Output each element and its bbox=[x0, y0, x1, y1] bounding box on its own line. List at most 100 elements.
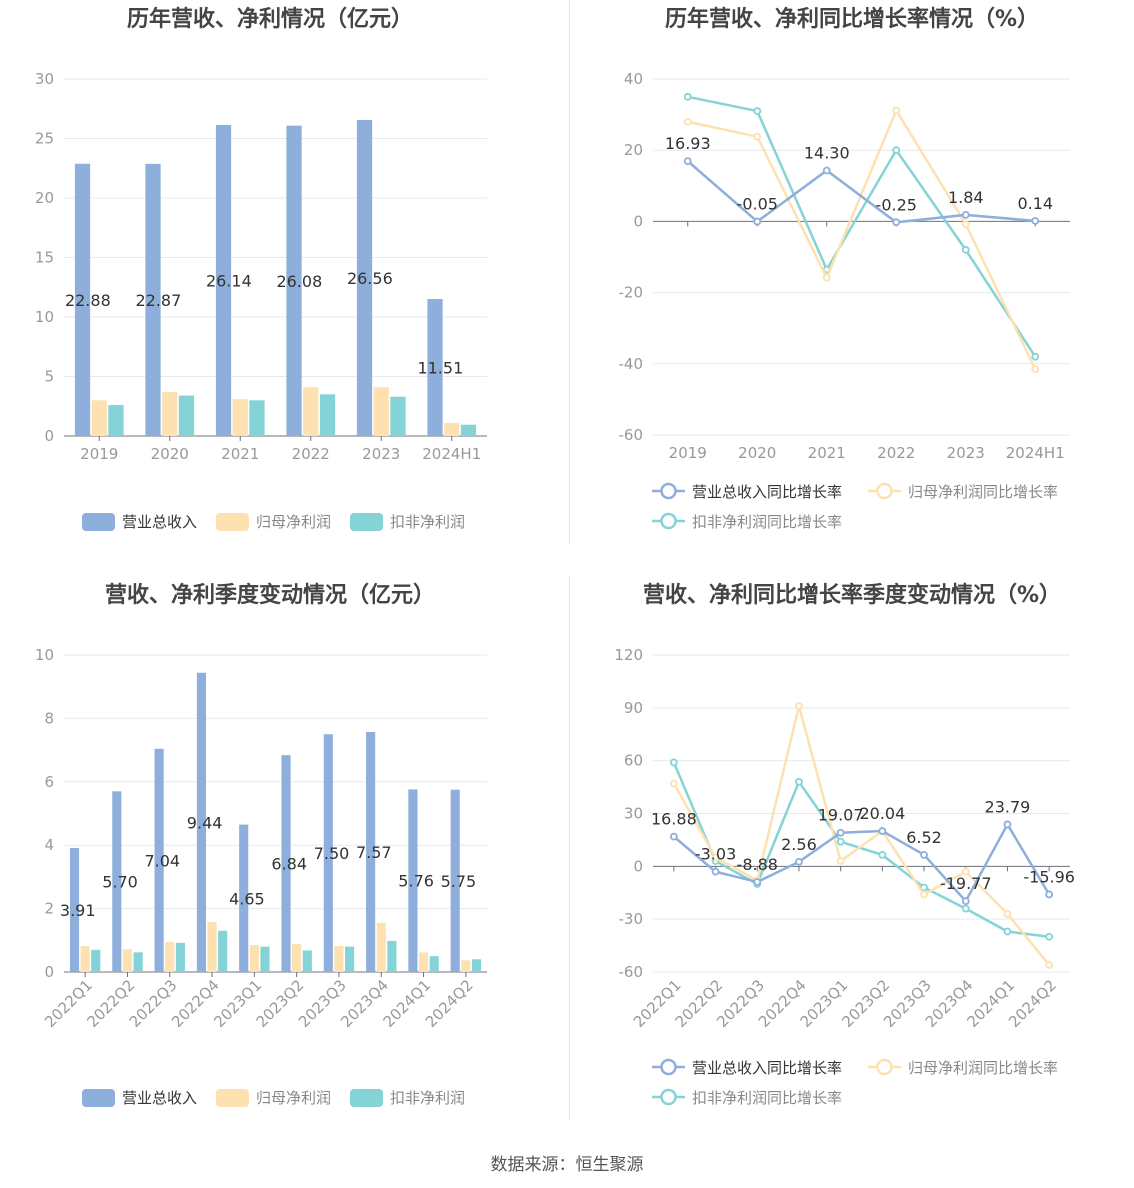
quarter-line-data-label: -19.77 bbox=[940, 874, 992, 893]
annual-bar-y-tick-label: 0 bbox=[44, 427, 54, 445]
annual-bar-y-tick-label: 25 bbox=[35, 130, 54, 148]
quarter-line-point-1 bbox=[669, 779, 678, 788]
vertical-divider-bottom bbox=[569, 575, 570, 1120]
quarter-line-point-1 bbox=[1045, 961, 1054, 969]
quarter-bar-legend-label: 归母净利润 bbox=[256, 1089, 331, 1107]
quarter-bar-bar-net-profit bbox=[292, 944, 302, 972]
annual-line-data-label: 1.84 bbox=[948, 188, 984, 207]
quarter-line-point-2 bbox=[1045, 932, 1054, 941]
quarter-line-y-tick-label: -60 bbox=[619, 963, 644, 981]
quarter-bar-legend-label: 营业总收入 bbox=[122, 1089, 197, 1107]
quarter-bar-bar-net-profit bbox=[334, 946, 344, 972]
annual-line-data-label: -0.25 bbox=[876, 195, 917, 214]
annual-bar-data-label: 26.14 bbox=[206, 271, 252, 290]
annual-bar-bar-net-profit bbox=[232, 399, 248, 436]
quarter-bar-bar-deducted-profit bbox=[345, 946, 355, 972]
quarter-line-point-0 bbox=[836, 828, 845, 837]
annual-line-point-0 bbox=[1031, 217, 1040, 225]
quarter-line-title: 营收、净利同比增长率季度变动情况（%） bbox=[643, 582, 1061, 608]
quarter-line-point-2 bbox=[669, 758, 678, 767]
quarter-line-point-1 bbox=[795, 702, 803, 710]
vertical-divider-top bbox=[569, 0, 570, 545]
quarter-line-point-2 bbox=[1003, 927, 1012, 936]
quarter-line-legend-label: 营业总收入同比增长率 bbox=[692, 1059, 842, 1077]
annual-bar-bar-net-profit bbox=[373, 387, 389, 436]
annual-line-point-1 bbox=[961, 220, 970, 229]
quarter-line-y-tick-label: 120 bbox=[614, 646, 643, 664]
annual-bar-y-tick-label: 20 bbox=[35, 189, 54, 207]
quarter-bar-y-tick-label: 4 bbox=[44, 836, 54, 854]
quarter-line-legend-marker bbox=[660, 1058, 677, 1076]
annual-bar-x-tick-label: 2021 bbox=[221, 445, 259, 463]
quarter-line-y-tick-label: 90 bbox=[624, 699, 643, 717]
annual-bar-bar-net-profit bbox=[303, 387, 319, 436]
quarter-line-legend-marker bbox=[876, 1058, 893, 1076]
quarter-line-point-2 bbox=[920, 883, 928, 892]
annual-line-data-label: 0.14 bbox=[1017, 194, 1053, 213]
quarter-line-data-label: 6.52 bbox=[906, 828, 942, 847]
quarter-line-point-1 bbox=[836, 857, 845, 865]
quarter-line-point-0 bbox=[669, 832, 678, 841]
quarter-bar-data-label: 3.91 bbox=[60, 901, 96, 920]
annual-bar-legend-label: 归母净利润 bbox=[256, 513, 331, 531]
annual-bar-x-tick-label: 2023 bbox=[362, 445, 400, 463]
annual-line-x-tick-label: 2023 bbox=[947, 444, 985, 462]
quarter-bar-bar-revenue bbox=[196, 672, 206, 972]
quarter-bar-data-label: 7.57 bbox=[356, 843, 392, 862]
quarter-bar-data-label: 6.84 bbox=[271, 855, 307, 874]
quarter-bar-bar-deducted-profit bbox=[260, 946, 270, 972]
quarter-bar-legend-label: 扣非净利润 bbox=[390, 1089, 465, 1107]
annual-line-point-1 bbox=[753, 132, 762, 141]
annual-bar-bar-net-profit bbox=[444, 422, 460, 436]
quarter-line-point-2 bbox=[836, 837, 845, 846]
quarter-line-series-line-0 bbox=[673, 821, 1051, 904]
quarter-bar-bar-net-profit bbox=[122, 949, 133, 972]
quarter-line-point-0 bbox=[795, 857, 803, 866]
quarter-bar-bar-net-profit bbox=[249, 945, 259, 972]
quarter-bar-bar-net-profit bbox=[207, 921, 217, 972]
annual-bar-legend-swatch bbox=[350, 513, 383, 531]
annual-line-legend-marker bbox=[876, 482, 893, 500]
quarter-bar-legend-swatch bbox=[350, 1089, 383, 1107]
annual-line-y-tick-label: 40 bbox=[624, 70, 643, 88]
annual-line-point-0 bbox=[892, 218, 901, 227]
annual-line-legend-label: 扣非净利润同比增长率 bbox=[692, 513, 842, 531]
annual-bar-legend-label: 扣非净利润 bbox=[390, 513, 465, 531]
annual-bar-bar-deducted-profit bbox=[390, 396, 406, 436]
quarter-bar-data-label: 4.65 bbox=[229, 889, 265, 908]
annual-bar-bar-deducted-profit bbox=[319, 394, 336, 436]
quarter-bar-data-label: 5.70 bbox=[102, 873, 138, 892]
quarter-bar-bar-revenue bbox=[281, 755, 291, 972]
annual-line-series-line-1 bbox=[687, 107, 1037, 370]
quarter-line-y-tick-label: 60 bbox=[624, 752, 643, 770]
quarter-line-point-1 bbox=[961, 867, 970, 876]
quarter-line-point-0 bbox=[920, 850, 928, 859]
annual-bar-y-tick-label: 30 bbox=[35, 70, 54, 88]
quarter-bar-bar-revenue bbox=[408, 789, 418, 972]
quarter-line-data-label: 2.56 bbox=[781, 835, 817, 854]
annual-line-legend-marker bbox=[660, 512, 677, 530]
quarter-line-point-0 bbox=[961, 897, 970, 906]
quarter-bar-legend-swatch bbox=[216, 1089, 249, 1107]
annual-line-point-1 bbox=[892, 106, 901, 115]
annual-bar-bar-deducted-profit bbox=[249, 400, 265, 436]
quarter-bar-bar-revenue bbox=[450, 789, 460, 972]
annual-bar-legend-swatch bbox=[82, 513, 115, 531]
annual-line-legend-label: 营业总收入同比增长率 bbox=[692, 483, 842, 501]
annual-line-legend-label: 归母净利润同比增长率 bbox=[908, 483, 1058, 501]
quarter-line-point-0 bbox=[753, 878, 762, 886]
annual-bar-x-tick-label: 2024H1 bbox=[422, 445, 481, 463]
quarter-line-point-1 bbox=[920, 890, 928, 899]
annual-bar-data-label: 22.88 bbox=[65, 291, 111, 310]
annual-bar-bar-revenue bbox=[215, 124, 232, 437]
annual-bar-bar-revenue bbox=[427, 299, 443, 436]
annual-bar-data-label: 26.56 bbox=[347, 269, 393, 288]
annual-line-point-1 bbox=[1031, 365, 1040, 374]
quarter-line-data-label: 20.04 bbox=[859, 804, 905, 823]
quarter-bar-bar-net-profit bbox=[461, 960, 471, 972]
quarter-bar-bar-net-profit bbox=[376, 922, 386, 972]
quarter-bar-bar-revenue bbox=[112, 791, 122, 972]
annual-line-series-line-2 bbox=[687, 95, 1037, 358]
quarter-line-series-line-1 bbox=[672, 705, 1051, 966]
